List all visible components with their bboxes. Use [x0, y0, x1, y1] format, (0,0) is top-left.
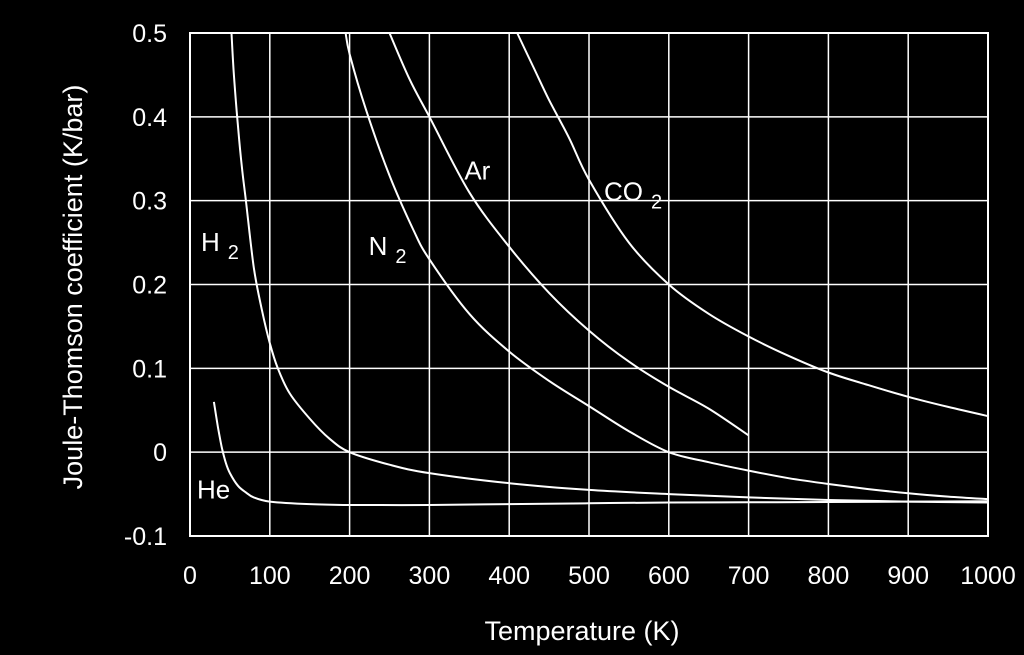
x-tick-label: 900 — [887, 562, 929, 590]
series-label-main: Ar — [464, 156, 490, 186]
series-label-he: He — [197, 474, 230, 504]
x-tick-label: 600 — [648, 562, 690, 590]
x-tick-label: 0 — [183, 562, 197, 590]
series-label-co2: CO 2 — [604, 177, 662, 214]
x-tick-label: 1000 — [960, 562, 1016, 590]
y-tick-label: 0.1 — [132, 355, 167, 383]
series-label-main: H — [201, 227, 220, 257]
x-tick-label: 100 — [249, 562, 291, 590]
series-line-h2 — [230, 32, 989, 504]
series-label-main: CO — [604, 177, 643, 207]
y-tick-label: 0 — [153, 439, 167, 467]
y-tick-label: 0.2 — [132, 272, 167, 300]
x-tick-label: 700 — [728, 562, 770, 590]
series-label-main: He — [197, 474, 230, 504]
y-tick-label: 0.3 — [132, 188, 167, 216]
series-label-main: N — [369, 231, 388, 261]
series-label-subscript: 2 — [651, 192, 662, 214]
x-tick-labels: 0 100 200 300 400 500 600 700 800 900 1000 — [183, 562, 1016, 590]
x-tick-label: 200 — [329, 562, 371, 590]
x-tick-label: 500 — [568, 562, 610, 590]
y-tick-label: 0.5 — [132, 20, 167, 48]
x-tick-label: 300 — [409, 562, 451, 590]
y-tick-label: 0.4 — [132, 104, 167, 132]
x-axis-title: Temperature (K) — [484, 616, 679, 646]
series-line-he — [212, 401, 989, 507]
series-label-ar: Ar — [464, 156, 490, 186]
x-tick-label: 800 — [808, 562, 850, 590]
x-tick-label: 400 — [488, 562, 530, 590]
plot-frame — [189, 32, 989, 537]
series-line-co2 — [516, 32, 989, 418]
series-label-subscript: 2 — [395, 246, 406, 268]
y-tick-label: -0.1 — [124, 523, 167, 551]
series-curves — [212, 32, 989, 507]
series-label-subscript: 2 — [228, 242, 239, 264]
y-axis-title: Joule-Thomson coefficient (K/bar) — [58, 85, 88, 490]
series-line-ar — [388, 32, 750, 437]
y-tick-labels: -0.1 0 0.1 0.2 0.3 0.4 0.5 — [124, 20, 167, 551]
series-line-n2 — [344, 32, 989, 501]
